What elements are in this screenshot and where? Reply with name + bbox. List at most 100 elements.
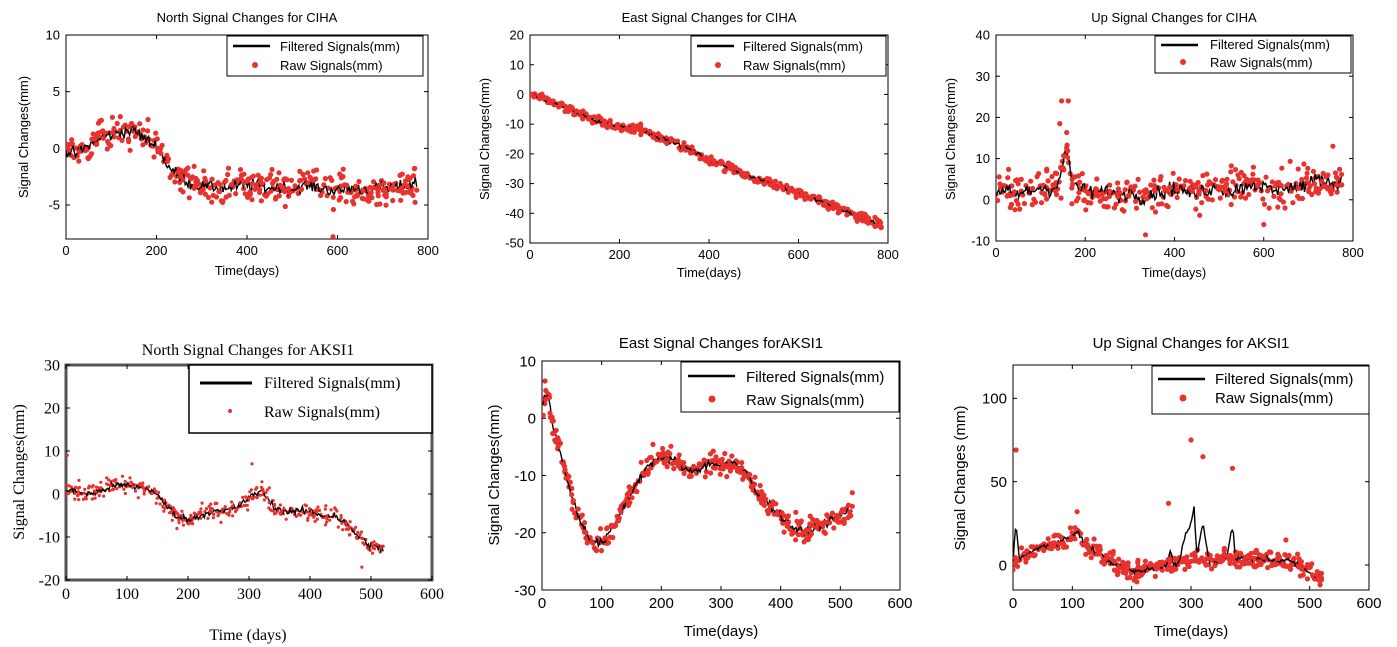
raw-point bbox=[66, 147, 72, 153]
raw-point bbox=[315, 517, 319, 521]
plot-area bbox=[542, 378, 855, 554]
raw-point bbox=[282, 203, 288, 210]
raw-point bbox=[1186, 563, 1192, 570]
raw-point bbox=[729, 453, 735, 459]
x-tick-label: 400 bbox=[768, 595, 793, 612]
raw-point bbox=[1185, 559, 1191, 566]
raw-point bbox=[561, 461, 567, 467]
y-axis-label: Signal Changes(mm) bbox=[486, 405, 503, 546]
data-marks: 0 100 200 300 400 500 600 -30 -20 -10 0 10 bbox=[514, 353, 912, 612]
raw-point bbox=[159, 142, 165, 148]
raw-point bbox=[800, 530, 806, 536]
legend-raw-swatch bbox=[1180, 59, 1186, 65]
raw-point bbox=[305, 510, 309, 514]
raw-point bbox=[866, 216, 872, 222]
raw-point bbox=[1228, 163, 1234, 169]
filtered-line bbox=[66, 123, 418, 197]
raw-point bbox=[200, 186, 206, 192]
raw-point bbox=[209, 508, 213, 513]
raw-point bbox=[750, 483, 757, 489]
raw-point bbox=[85, 155, 91, 161]
raw-point-outlier bbox=[1330, 143, 1336, 149]
raw-point bbox=[353, 183, 359, 189]
raw-point bbox=[158, 150, 164, 156]
raw-point bbox=[1122, 187, 1128, 193]
raw-point bbox=[1309, 561, 1315, 567]
raw-point bbox=[1193, 206, 1199, 212]
raw-point bbox=[69, 485, 73, 489]
raw-point bbox=[1174, 186, 1180, 193]
raw-point bbox=[1159, 567, 1165, 573]
raw-point bbox=[162, 509, 166, 513]
raw-point bbox=[1231, 194, 1238, 200]
raw-point bbox=[207, 504, 211, 508]
raw-point bbox=[1299, 566, 1305, 572]
raw-point bbox=[329, 508, 333, 512]
raw-point bbox=[822, 530, 828, 536]
raw-point bbox=[90, 131, 96, 137]
raw-point bbox=[1135, 559, 1141, 566]
raw-point bbox=[708, 470, 714, 476]
raw-point bbox=[341, 528, 345, 532]
panel-east-aksi1: East Signal Changes forAKSI1 Time(days) … bbox=[486, 335, 913, 640]
plot-area bbox=[530, 91, 884, 231]
raw-point bbox=[141, 485, 145, 489]
raw-point bbox=[1221, 545, 1227, 552]
x-axis-label: Time(days) bbox=[215, 263, 280, 278]
raw-point bbox=[729, 465, 735, 471]
raw-point bbox=[1315, 574, 1321, 580]
legend-filtered-label: Filtered Signals(mm) bbox=[746, 369, 884, 386]
raw-point bbox=[1046, 545, 1052, 551]
y-axis-label: Signal Changes(mm) bbox=[943, 78, 958, 200]
raw-point bbox=[352, 194, 358, 200]
y-tick-label: -40 bbox=[505, 206, 524, 221]
raw-point bbox=[658, 453, 664, 459]
raw-point bbox=[555, 435, 561, 441]
x-tick-label: 0 bbox=[526, 247, 533, 262]
raw-point bbox=[115, 487, 119, 491]
raw-point bbox=[757, 482, 763, 489]
raw-point bbox=[1007, 192, 1013, 199]
raw-point bbox=[228, 507, 232, 511]
legend-filtered-label: Filtered Signals(mm) bbox=[280, 39, 400, 54]
legend-raw-swatch bbox=[228, 409, 232, 413]
raw-point bbox=[1241, 173, 1247, 179]
x-axis-label: Time(days) bbox=[1154, 623, 1228, 640]
raw-point bbox=[77, 492, 81, 496]
raw-point bbox=[1083, 551, 1089, 557]
y-tick-label: -30 bbox=[514, 582, 536, 599]
raw-point bbox=[186, 195, 192, 201]
raw-point bbox=[1030, 544, 1036, 550]
raw-point bbox=[1219, 178, 1226, 184]
legend-filtered-label: Filtered Signals(mm) bbox=[1215, 371, 1353, 388]
chart-title: North Signal Changes for CIHA bbox=[157, 10, 338, 25]
raw-point bbox=[1209, 557, 1215, 563]
raw-point bbox=[262, 498, 266, 502]
raw-point bbox=[237, 167, 244, 173]
raw-point bbox=[1045, 178, 1051, 184]
raw-point bbox=[87, 486, 91, 490]
chart-title: Up Signal Changes for CIHA bbox=[1091, 10, 1257, 25]
raw-point bbox=[1204, 171, 1210, 177]
raw-point bbox=[110, 488, 114, 492]
raw-point bbox=[767, 181, 773, 188]
raw-point bbox=[540, 95, 547, 101]
raw-point bbox=[138, 482, 142, 486]
x-axis-label: Time(days) bbox=[684, 623, 758, 640]
raw-point bbox=[228, 182, 235, 188]
raw-point bbox=[562, 108, 568, 115]
y-axis-label: Signal Changes (mm) bbox=[952, 405, 969, 550]
y-tick-label: 10 bbox=[519, 353, 536, 370]
y-tick-label: -20 bbox=[39, 573, 60, 590]
raw-point bbox=[713, 162, 719, 168]
raw-point bbox=[323, 523, 328, 527]
raw-point bbox=[276, 170, 282, 176]
panel-north-aksi1: North Signal Changes for AKSI1 Time (day… bbox=[11, 342, 444, 644]
raw-point bbox=[662, 451, 668, 457]
raw-point bbox=[1155, 563, 1161, 569]
raw-point bbox=[114, 120, 120, 127]
raw-point-outlier bbox=[1165, 500, 1172, 506]
raw-point bbox=[1300, 572, 1306, 578]
raw-point bbox=[777, 182, 783, 188]
raw-point bbox=[647, 128, 653, 134]
